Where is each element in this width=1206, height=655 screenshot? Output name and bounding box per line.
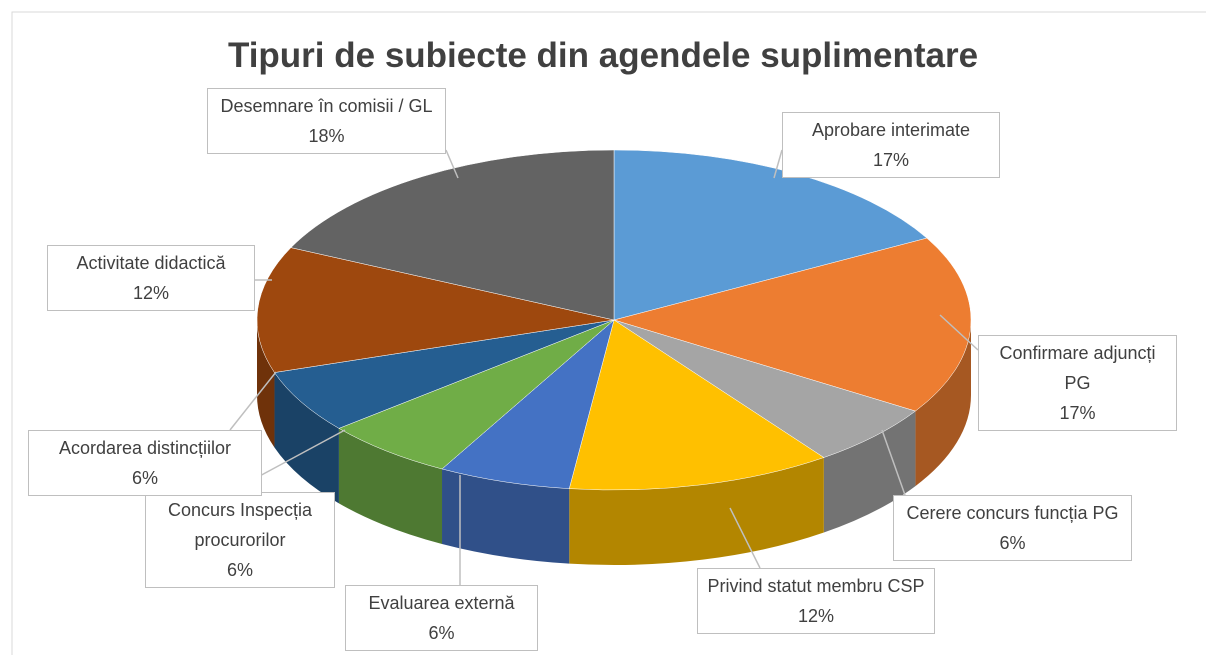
slice-side (274, 372, 339, 504)
label-value: 6% (428, 623, 455, 643)
label-value: 6% (999, 533, 1026, 553)
slice (290, 149, 615, 321)
data-label: Concurs Inspecția procurorilor 6% (145, 492, 335, 588)
label-value: 17% (1059, 403, 1096, 423)
slice (338, 319, 615, 470)
leader-line (881, 429, 906, 496)
label-value: 6% (226, 560, 253, 580)
data-label: Privind statut membru CSP 12% (697, 568, 935, 634)
label-name: Activitate didactică (76, 253, 226, 273)
leader-line (729, 507, 761, 569)
label-value: 12% (132, 283, 170, 303)
leader-line (773, 149, 783, 179)
data-label: Activitate didactică 12% (47, 245, 255, 311)
data-label: Acordarea distincțiilor 6% (28, 430, 262, 496)
slice-side (823, 411, 916, 533)
label-name: Evaluarea externă (368, 593, 515, 613)
slice (613, 237, 972, 412)
slices (256, 149, 972, 491)
chart-frame (11, 11, 1206, 655)
label-name: Confirmare adjuncți PG (999, 343, 1156, 393)
chart-title: Tipuri de subiecte din agendele suplimen… (227, 36, 979, 75)
slice-side (442, 468, 570, 564)
label-value: 18% (308, 126, 345, 146)
label-value: 6% (131, 468, 158, 488)
walls (257, 320, 971, 565)
data-label: Cerere concurs funcția PG 6% (893, 495, 1132, 561)
leader-line (939, 314, 979, 351)
label-value: 17% (872, 150, 910, 170)
slice (613, 319, 916, 458)
leader-line (445, 149, 459, 179)
slice (441, 319, 615, 489)
label-value: 12% (797, 606, 835, 626)
slice (568, 319, 825, 491)
label-name: Aprobare interimate (811, 120, 971, 140)
label-name: Desemnare în comisii / GL (220, 96, 433, 116)
label-name: Privind statut membru CSP (707, 576, 925, 596)
label-name: Acordarea distincțiilor (58, 438, 232, 458)
slice (256, 247, 615, 373)
slice-side (915, 320, 971, 487)
data-label: Confirmare adjuncți PG 17% (978, 335, 1177, 431)
label-name: Cerere concurs funcția PG (906, 503, 1119, 523)
data-label: Evaluarea externă 6% (345, 585, 538, 651)
slice-side (338, 428, 443, 544)
data-label: Desemnare în comisii / GL 18% (207, 88, 446, 154)
data-label: Aprobare interimate 17% (782, 112, 1000, 178)
label-name: Concurs Inspecția procurorilor (167, 500, 313, 550)
leader-line (229, 371, 277, 431)
slice-side (569, 457, 824, 565)
